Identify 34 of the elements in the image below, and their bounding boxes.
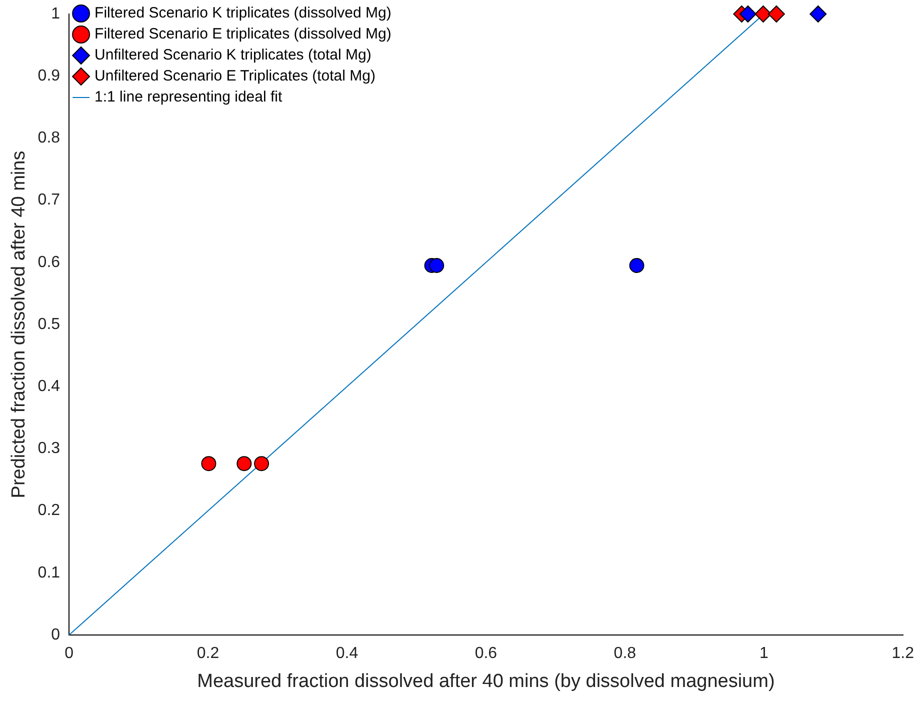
point bbox=[236, 456, 252, 472]
point bbox=[429, 258, 444, 274]
y-tick-label: 0.6 bbox=[38, 254, 60, 271]
y-tick-label: 0.4 bbox=[38, 378, 60, 396]
legend-label: Filtered Scenario K triplicates (dissolved Mg) bbox=[94, 4, 392, 22]
point bbox=[629, 258, 644, 274]
legend-label: Unfiltered Scenario K triplicates (total Mg) bbox=[94, 46, 372, 64]
x-tick-label: 1.2 bbox=[892, 645, 914, 662]
point bbox=[201, 456, 216, 472]
point bbox=[739, 6, 756, 22]
y-tick-label: 0.2 bbox=[38, 502, 60, 520]
x-tick-label: 1 bbox=[759, 645, 768, 662]
x-tick-label: 0 bbox=[64, 645, 74, 662]
legend-label: 1:1 line representing ideal fit bbox=[94, 88, 283, 106]
point bbox=[810, 6, 827, 22]
y-tick-label: 0.9 bbox=[38, 68, 60, 85]
legend-label: Filtered Scenario E triplicates (dissolved Mg) bbox=[94, 26, 392, 43]
x-tick-label: 0.8 bbox=[614, 645, 636, 662]
legend-label: Unfiltered Scenario E Triplicates (total Mg) bbox=[94, 68, 376, 85]
y-tick-label: 0.3 bbox=[38, 440, 60, 458]
y-tick-label: 0.5 bbox=[38, 316, 60, 333]
y-tick-label: 0.7 bbox=[38, 192, 60, 209]
y-tick-label: 0 bbox=[51, 626, 60, 644]
point bbox=[768, 6, 785, 22]
point bbox=[754, 6, 772, 22]
y-axis-title: Predicted fraction dissolved after 40 mins bbox=[8, 150, 30, 498]
x-tick-label: 0.4 bbox=[336, 645, 358, 662]
y-tick-label: 1 bbox=[51, 5, 60, 22]
x-tick-label: 0.2 bbox=[196, 645, 220, 662]
y-tick-label: 0.8 bbox=[38, 130, 60, 147]
x-tick-label: 0.6 bbox=[474, 645, 498, 662]
point bbox=[254, 456, 270, 472]
y-tick-label: 0.1 bbox=[38, 564, 60, 582]
x-axis-title: Measured fraction dissolved after 40 mins (by dissolved magnesium) bbox=[197, 670, 775, 692]
